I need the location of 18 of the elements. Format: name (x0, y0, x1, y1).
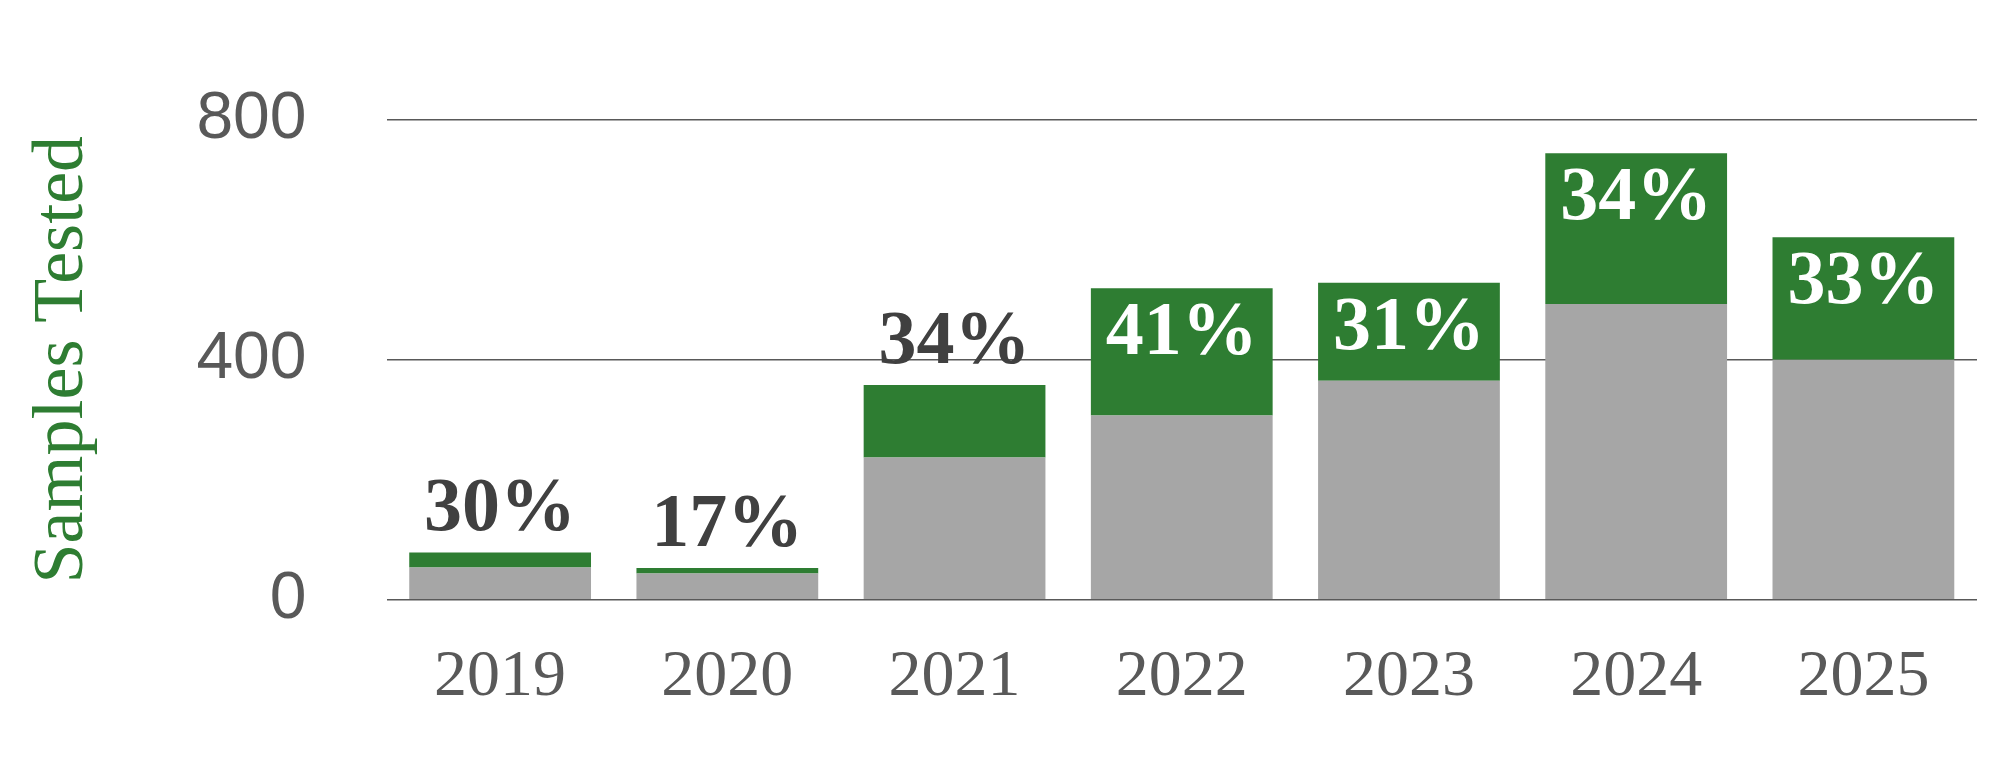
x-tick-label: 2020 (661, 635, 794, 709)
x-tick-label: 2025 (1797, 635, 1930, 709)
annotation: 34% (878, 294, 1031, 379)
y-tick-label: 400 (196, 317, 307, 392)
annotation: 17% (651, 477, 804, 562)
annotation: 34% (1560, 150, 1713, 235)
annotation: 31% (1332, 280, 1485, 365)
y-tick-label: 0 (269, 558, 307, 632)
x-tick-label: 2023 (1342, 635, 1475, 709)
x-tick-label: 2021 (888, 635, 1021, 709)
annotation: 41% (1105, 285, 1258, 370)
x-tick-label: 2024 (1570, 635, 1703, 709)
annotation: 30% (424, 462, 577, 547)
y-tick-label: 800 (196, 77, 307, 152)
annotation: 33% (1787, 234, 1940, 319)
y-axis-title: Samples Tested (18, 135, 99, 584)
x-tick-label: 2019 (434, 635, 567, 709)
x-tick-label: 2022 (1115, 635, 1248, 709)
